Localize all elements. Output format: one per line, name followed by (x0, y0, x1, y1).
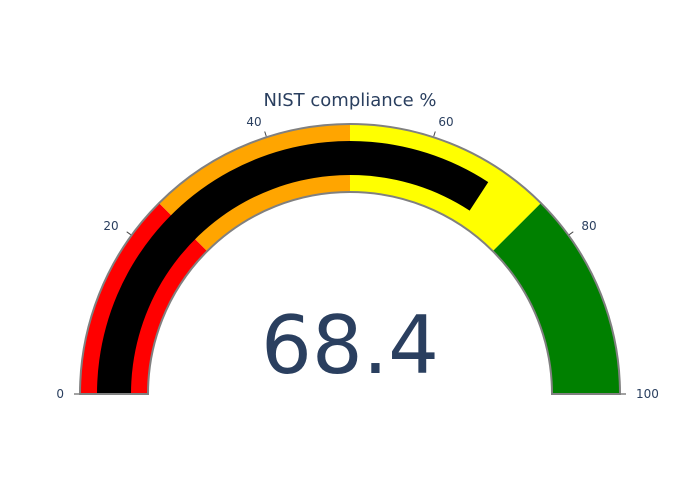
gauge-value-number: 68.4 (261, 299, 439, 392)
gauge-tick-mark (568, 231, 574, 236)
gauge-outline (78, 123, 622, 395)
gauge-tick-label: 40 (246, 115, 261, 129)
gauge-ticks: 0 20 40 60 80 100 (56, 115, 659, 401)
gauge-border (78, 123, 622, 395)
chart-title: NIST compliance % (263, 90, 436, 111)
gauge-tick-label: 0 (56, 387, 64, 401)
gauge-tick-label: 80 (581, 219, 596, 233)
gauge-tick-label: 100 (636, 387, 659, 401)
gauge-value-bar (97, 141, 489, 394)
gauge-band-4 (492, 203, 620, 394)
gauge-bar (97, 141, 489, 394)
gauge-tick-label: 20 (103, 219, 118, 233)
gauge-tick-mark (433, 131, 436, 137)
gauge-tick-mark (126, 231, 132, 236)
gauge-tick-mark (264, 131, 267, 137)
gauge-tick-label: 60 (438, 115, 453, 129)
